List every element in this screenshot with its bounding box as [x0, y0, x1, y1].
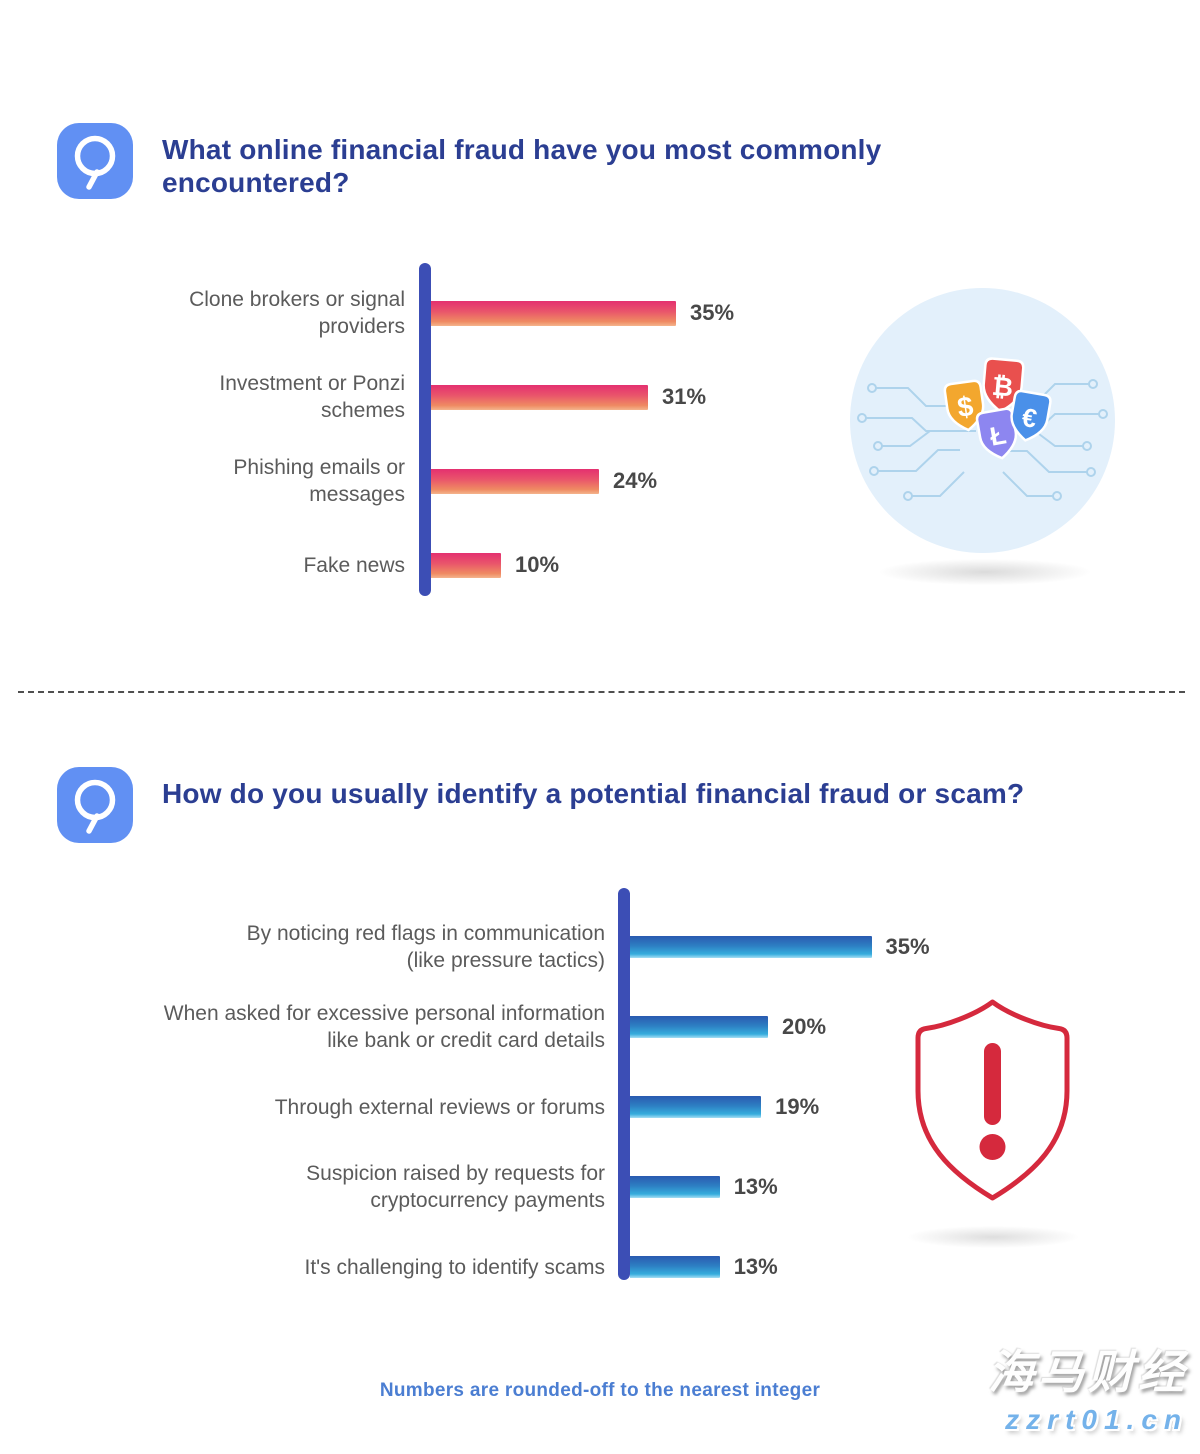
svg-text:₿: ₿	[991, 371, 1015, 403]
bar-row: It's challenging to identify scams 13%	[60, 1227, 960, 1307]
magnifier-q-icon	[74, 135, 116, 190]
percentage-bar	[431, 552, 501, 578]
bar-label: Suspicion raised by requests for cryptoc…	[306, 1162, 605, 1212]
bar-value: 13%	[733, 1174, 778, 1199]
magnifier-q-icon	[74, 779, 116, 834]
bar-value: 31%	[662, 384, 707, 409]
fraud-identification-bar-chart: By noticing red flags in communication (…	[60, 888, 960, 1307]
question-title: What online financial fraud have you mos…	[162, 134, 882, 198]
percentage-bar	[431, 300, 676, 326]
bar-label: Through external reviews or forums	[274, 1095, 605, 1119]
svg-text:€: €	[1020, 402, 1039, 434]
fraud-types-bar-chart: Clone brokers or signal providers 35% In…	[143, 263, 803, 607]
bar-row: Through external reviews or forums 19%	[60, 1067, 960, 1147]
bar-row: Suspicion raised by requests for cryptoc…	[60, 1147, 960, 1227]
bar-value: 35%	[885, 934, 930, 959]
svg-text:Ł: Ł	[988, 419, 1009, 451]
currency-shields-circuit-icon: $ ₿ Ł €	[850, 288, 1115, 553]
watermark-title: 海马财经	[988, 1346, 1188, 1398]
dollar-shield-icon: $	[943, 379, 985, 432]
svg-text:$: $	[955, 390, 975, 423]
euro-shield-icon: €	[1010, 389, 1052, 442]
percentage-bar	[630, 1256, 720, 1278]
percentage-bar	[431, 468, 599, 494]
bar-row: By noticing red flags in communication (…	[60, 907, 960, 987]
bar-value: 10%	[515, 552, 560, 577]
bar-row: When asked for excessive personal inform…	[60, 987, 960, 1067]
watermark: 海马财经 zzrt01.cn	[988, 1342, 1188, 1438]
bar-label: When asked for excessive personal inform…	[163, 1002, 605, 1052]
percentage-bar	[630, 1016, 768, 1038]
bar-value: 13%	[733, 1254, 778, 1279]
percentage-bar	[630, 1176, 720, 1198]
bar-row: Investment or Ponzi schemes 31%	[143, 355, 803, 439]
bar-label: Phishing emails or messages	[233, 456, 405, 506]
chart-axis	[419, 263, 431, 596]
bar-row: Phishing emails or messages 24%	[143, 439, 803, 523]
chart-axis	[618, 888, 630, 1280]
bar-row: Clone brokers or signal providers 35%	[143, 271, 803, 355]
bar-label: Investment or Ponzi schemes	[219, 372, 405, 422]
bar-value: 20%	[782, 1014, 827, 1039]
litecoin-shield-icon: Ł	[975, 407, 1018, 460]
illustration-shadow	[908, 1226, 1078, 1248]
dashed-divider	[18, 691, 1185, 693]
question-icon	[57, 767, 133, 843]
warning-shield-icon	[905, 995, 1080, 1205]
percentage-bar	[630, 1096, 762, 1118]
bar-label: By noticing red flags in communication (…	[246, 922, 605, 972]
bar-value: 35%	[690, 300, 735, 325]
watermark-url: zzrt01.cn	[1005, 1404, 1188, 1435]
question-title: How do you usually identify a potential …	[162, 778, 1025, 809]
bar-label: It's challenging to identify scams	[304, 1255, 606, 1279]
bar-value: 24%	[613, 468, 658, 493]
bar-value: 19%	[775, 1094, 820, 1119]
footer-note: Numbers are rounded-off to the nearest i…	[379, 1380, 821, 1401]
bar-row: Fake news 10%	[143, 523, 803, 607]
question-icon	[57, 123, 133, 199]
percentage-bar	[630, 936, 872, 958]
percentage-bar	[431, 384, 648, 410]
bar-label: Fake news	[303, 553, 405, 577]
bar-label: Clone brokers or signal providers	[189, 288, 405, 338]
illustration-shadow	[880, 559, 1090, 585]
